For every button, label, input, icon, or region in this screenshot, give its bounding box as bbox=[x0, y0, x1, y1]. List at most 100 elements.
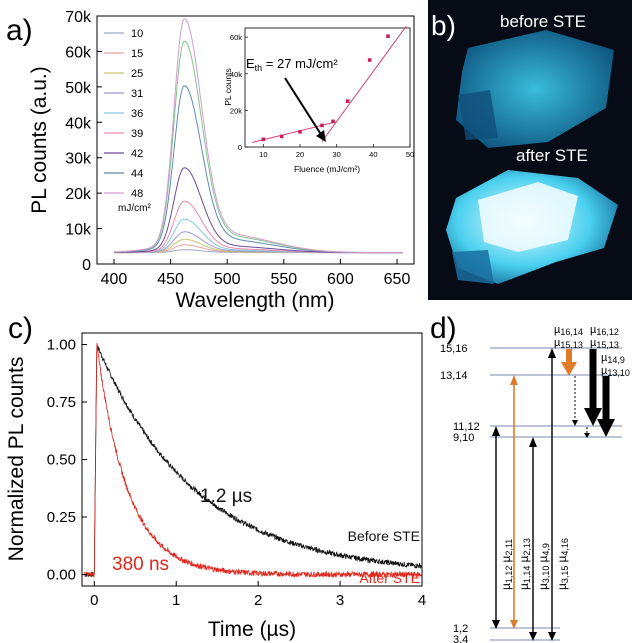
mu-label-15-13-left-sub: 15,13 bbox=[560, 340, 583, 350]
photo-before-label: before STE bbox=[500, 12, 586, 31]
photo-panel-b: b) before STE after STE bbox=[428, 0, 632, 300]
a-legend-label-10: 10 bbox=[131, 28, 143, 40]
level-label-15-16: 15,16 bbox=[440, 343, 468, 355]
level-label-1-2: 1,2 bbox=[453, 623, 468, 635]
inset-annotation: Eth = 27 mJ/cm² bbox=[246, 56, 338, 73]
a-x-tick-label: 500 bbox=[214, 271, 241, 288]
chart-c-frame bbox=[81, 332, 423, 587]
mu-label-15-13-right: µ15,13 bbox=[590, 337, 619, 350]
c-x-tick-label: 4 bbox=[418, 592, 426, 609]
chart-c-x-ticks: 0 1 2 3 4 bbox=[90, 581, 426, 609]
a-y-tick-label: 20k bbox=[65, 186, 92, 203]
photo-after-label: after STE bbox=[516, 146, 588, 165]
arrow-dashed-1-head bbox=[572, 420, 578, 426]
mu-pair-3-a: 3,10 bbox=[541, 566, 551, 584]
inset-annotation-arrowhead bbox=[316, 130, 326, 142]
arrow-dashed-2-head bbox=[584, 433, 590, 438]
inset-content: 0 20k 40k 60k 10 20 30 40 50 bbox=[230, 25, 414, 159]
mu-label-13-10: µ13,10 bbox=[601, 365, 630, 378]
arrow-16-12-head bbox=[584, 408, 602, 426]
inset-annotation-arrow bbox=[284, 77, 323, 137]
crystal-before bbox=[456, 30, 614, 148]
chart-c-x-label: Time (µs) bbox=[208, 618, 296, 641]
chart-c-legend-before: Before STE bbox=[348, 528, 420, 544]
inset-x-label: Fluence (mJ/cm²) bbox=[294, 164, 360, 174]
chart-a-inset: 0 20k 40k 60k 10 20 30 40 50 Fluence (mJ/cm²) PL… bbox=[223, 25, 414, 174]
c-x-tick-label: 2 bbox=[254, 592, 262, 609]
a-y-tick-label: 60k bbox=[65, 44, 92, 61]
decay-curve-after bbox=[84, 342, 423, 579]
mu-pair-2-m2: µ bbox=[517, 556, 531, 563]
a-x-tick-label: 450 bbox=[157, 271, 184, 288]
inset-annotation-sub: th bbox=[255, 63, 263, 73]
c-y-tick-label: 1.00 bbox=[47, 337, 76, 354]
level-label-11-12: 11,12 bbox=[453, 421, 480, 433]
chart-a-legend: 10 15 25 31 36 39 42 44 48 bbox=[104, 28, 143, 200]
mu-pair-2: µ1,14µ2,13 bbox=[517, 538, 532, 590]
inset-fit-high bbox=[321, 25, 407, 142]
inset-x-tick-label: 10 bbox=[259, 150, 267, 159]
arrow-1-12-head-bottom bbox=[492, 620, 500, 629]
arrow-14-9-head bbox=[597, 419, 615, 437]
arrow-3-10-head-bottom bbox=[529, 632, 537, 641]
inset-point bbox=[298, 130, 302, 134]
mu-label-14-9-sub: 14,9 bbox=[607, 355, 625, 365]
a-y-tick-label: 50k bbox=[65, 80, 92, 97]
c-x-tick-label: 3 bbox=[336, 592, 344, 609]
a-x-tick-label: 550 bbox=[270, 271, 297, 288]
spectrum-curve-39 bbox=[114, 200, 403, 254]
a-legend-label-48: 48 bbox=[131, 188, 143, 200]
mu-pair-1-m2: µ bbox=[499, 556, 513, 563]
inset-x-tick-label: 30 bbox=[332, 150, 340, 159]
arrow-16-14-head bbox=[561, 362, 577, 376]
inset-x-tick-label: 20 bbox=[296, 150, 304, 159]
c-y-tick-label: 0.50 bbox=[47, 452, 76, 469]
inset-y-tick-label: 20k bbox=[230, 106, 242, 115]
inset-point bbox=[331, 119, 335, 124]
a-y-tick-label: 30k bbox=[65, 151, 92, 168]
arrow-1-14-head-bottom bbox=[510, 620, 518, 629]
inset-x-tick-label: 40 bbox=[369, 150, 377, 159]
mu-pair-1: µ1,12µ2,11 bbox=[499, 539, 514, 590]
inset-point bbox=[320, 123, 324, 128]
chart-c-legend-after: After STE bbox=[359, 570, 420, 586]
arrow-1-14-head-top bbox=[510, 375, 518, 385]
arrow-3-15-head-bottom bbox=[548, 632, 556, 641]
crystal-after-edge bbox=[452, 250, 494, 284]
a-x-tick-label: 600 bbox=[327, 271, 354, 288]
inset-point bbox=[345, 99, 350, 104]
arrow-3-15-head-top bbox=[548, 348, 556, 358]
inset-point bbox=[386, 34, 390, 39]
mu-pair-3: µ3,10µ4,9 bbox=[536, 543, 551, 590]
crystal-before-edge bbox=[458, 90, 498, 140]
mu-label-16-12-sub: 16,12 bbox=[596, 327, 619, 337]
mu-label-16-14-sub: 16,14 bbox=[560, 327, 583, 337]
chart-c-lifetime-before: 1.2 µs bbox=[200, 486, 252, 507]
chart-a-frame bbox=[96, 15, 415, 265]
a-legend-label-44: 44 bbox=[131, 168, 143, 180]
mu-label-13-10-sub: 13,10 bbox=[607, 368, 630, 378]
mu-pair-4-a: 3,15 bbox=[560, 566, 570, 584]
c-y-tick-label: 0.00 bbox=[47, 567, 76, 584]
level-label-13-14: 13,14 bbox=[440, 370, 468, 382]
a-x-tick-label: 400 bbox=[101, 271, 128, 288]
a-x-tick-label: 650 bbox=[384, 271, 411, 288]
arrow-1-12-head-top bbox=[492, 426, 500, 436]
spectrum-curve-48 bbox=[113, 18, 403, 254]
mu-pair-1-b: 2,11 bbox=[504, 539, 514, 556]
mu-pair-3-m2: µ bbox=[536, 556, 550, 563]
a-legend-label-36: 36 bbox=[131, 108, 143, 120]
chart-c: 0.00 0.25 0.50 0.75 1.00 0 1 2 3 4 Time (µs) Nor… bbox=[5, 332, 426, 641]
inset-point bbox=[261, 137, 266, 142]
mu-label-16-14: µ16,14 bbox=[554, 324, 583, 337]
inset-x-tick-label: 50 bbox=[406, 150, 414, 159]
level-label-3-4: 3,4 bbox=[453, 634, 468, 643]
inset-y-label: PL counts bbox=[223, 68, 233, 106]
level-label-9-10: 9,10 bbox=[453, 432, 474, 444]
chart-a-x-label: Wavelength (nm) bbox=[175, 289, 334, 312]
inset-y-tick-label: 0 bbox=[238, 143, 242, 152]
a-legend-label-15: 15 bbox=[131, 48, 143, 60]
chart-a-x-ticks: 400 450 500 550 600 650 bbox=[101, 259, 411, 288]
